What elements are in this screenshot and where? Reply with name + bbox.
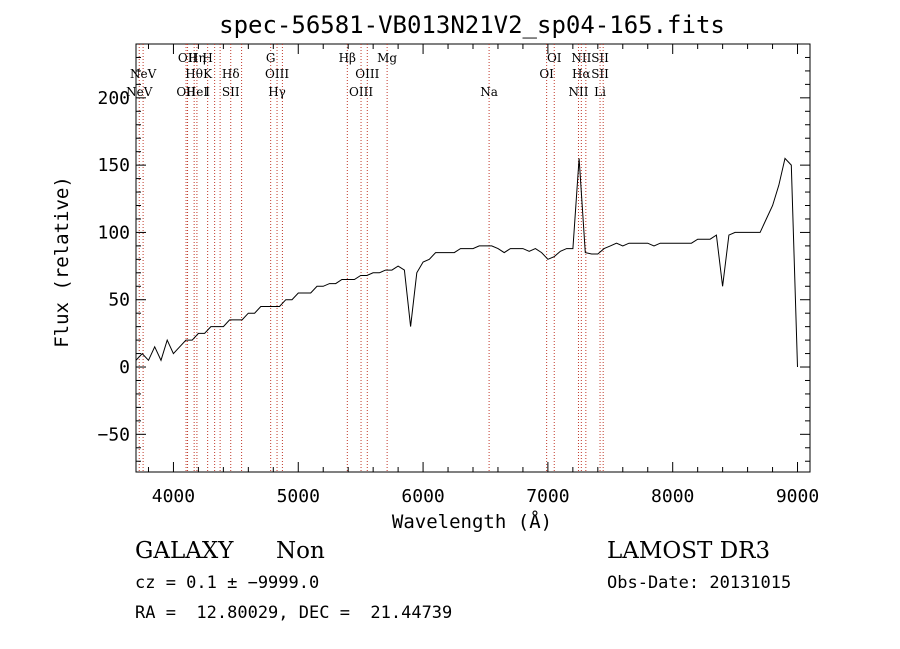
survey-name: LAMOST DR3 [607,538,771,564]
y-axis-ticks: −50 0 50 100 150 200 [97,56,810,462]
marker-label-15-bot: OIII [349,85,373,99]
coordinates: RA = 12.80029, DEC = 21.44739 [135,603,453,623]
marker-label-22-top: NII [571,51,591,65]
marker-label-22-mid: Hα [572,67,591,81]
y-axis-label: Flux (relative) [51,176,73,348]
marker-label-17-top: Mg [377,51,397,65]
y-tick-label-50: 50 [108,290,130,311]
marker-label-4-mid: Hθ [185,67,203,81]
y-tick-label-0: 0 [119,357,130,378]
x-tick-label-6000: 6000 [401,486,444,507]
marker-label-6-bot: I [205,85,210,99]
x-tick-label-9000: 9000 [776,486,819,507]
marker-label-5-bot: HeI [186,85,209,99]
redshift-line: cz = 0.1 ± −9999.0 [135,573,320,593]
marker-label-11-top: G [266,51,276,65]
marker-label-12-bot: Hγ [268,85,286,99]
marker-label-18-bot: Na [480,85,498,99]
x-tick-label-4000: 4000 [152,486,195,507]
marker-label-24-bot: Li [594,85,606,99]
chart-title: spec-56581-VB013N21V2_sp04-165.fits [219,11,725,39]
marker-label-3-top: OII [178,51,198,65]
line-marker-labels: NeV NeV OII OII Hθ Hη HeI HKI Hδ SII G OIII Hγ Hβ OIII… [126,51,609,99]
marker-label-21-bot: NII [568,85,588,99]
marker-label-1-mid: NeV [130,67,157,81]
marker-label-24-mid: SII [591,67,609,81]
line-markers [138,44,604,472]
marker-label-5-top: Hη [188,51,206,65]
marker-label-20-top: OI [547,51,562,65]
y-tick-label-200: 200 [97,88,130,109]
y-tick-label-100: 100 [97,222,130,243]
marker-label-12-mid: OIII [265,67,289,81]
y-tick-label--50: −50 [97,424,130,445]
obs-date: Obs-Date: 20131015 [607,573,792,593]
x-axis-ticks: 4000 5000 6000 7000 8000 9000 [147,44,819,507]
x-tick-label-5000: 5000 [277,486,320,507]
y-tick-label-150: 150 [97,155,130,176]
marker-label-9-mid: Hδ [222,67,240,81]
x-tick-label-7000: 7000 [526,486,569,507]
flux-series-line [135,157,798,368]
marker-label-19-mid: OI [539,67,554,81]
marker-label-9-bot: SII [222,85,240,99]
marker-label-16-mid: OIII [355,67,379,81]
marker-label-6-mid: K [203,67,213,81]
marker-label-24-top: SII [591,51,609,65]
object-subclass: Non [276,538,325,564]
marker-label-6-top: H [202,51,212,65]
marker-label-14-top: Hβ [339,51,356,65]
x-tick-label-8000: 8000 [651,486,694,507]
marker-label-2-bot: OII [176,85,196,99]
object-class: GALAXY [135,538,234,564]
marker-label-0-bot: NeV [126,85,153,99]
plot-frame [135,43,811,473]
x-axis-label: Wavelength (Å) [392,510,552,533]
